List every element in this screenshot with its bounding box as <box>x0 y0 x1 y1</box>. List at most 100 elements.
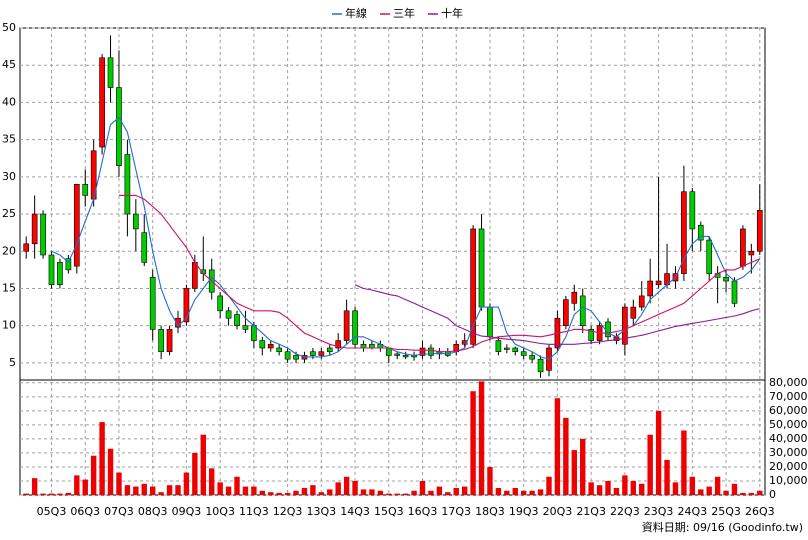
volume-bar <box>276 492 282 495</box>
volume-bar <box>284 492 291 495</box>
candle-body <box>183 288 190 323</box>
volume-bar <box>107 448 114 495</box>
candle-body <box>503 347 510 350</box>
candle-body <box>141 232 148 263</box>
volume-bar <box>133 486 139 495</box>
volume-bar <box>217 482 223 495</box>
volume-bar <box>655 410 662 495</box>
volume-bar <box>116 472 122 495</box>
candle-body <box>630 306 637 319</box>
x-tick-label: 05Q3 <box>37 505 67 518</box>
candle-body <box>225 310 232 319</box>
candle-body <box>605 321 611 338</box>
candle-body <box>259 340 266 349</box>
y2-tick-label: 70,000 <box>769 390 808 403</box>
y2-tick-label: 0 <box>769 488 776 501</box>
candle-body <box>689 191 696 230</box>
x-tick-label: 25Q3 <box>711 505 741 518</box>
x-tick-label: 17Q3 <box>441 505 471 518</box>
candle-body <box>175 317 181 328</box>
candle-body <box>335 340 342 349</box>
volume-bar <box>504 490 510 495</box>
x-tick-label: 12Q3 <box>273 505 303 518</box>
volume-bar <box>335 482 341 495</box>
candle-body <box>470 228 476 345</box>
volume-bar <box>192 452 198 495</box>
candle-body <box>276 347 282 353</box>
volume-bar <box>723 490 729 495</box>
candle-body <box>65 258 72 271</box>
y2-tick-label: 80,000 <box>769 376 808 389</box>
volume-bar <box>529 490 535 495</box>
candle-body <box>234 314 240 326</box>
y2-tick-label: 40,000 <box>769 432 808 445</box>
candle-body <box>242 325 249 330</box>
volume-bar <box>65 492 72 495</box>
y-tick-label: 25 <box>2 207 16 220</box>
volume-bar <box>225 486 232 495</box>
legend-label: 十年 <box>441 6 463 20</box>
volume-bar <box>672 482 679 495</box>
volume-bar <box>605 480 611 495</box>
y-tick-label: 45 <box>2 58 16 71</box>
candle-body <box>326 347 333 353</box>
volume-bar <box>731 483 738 495</box>
candle-body <box>706 239 713 274</box>
candle-body <box>124 154 131 215</box>
volume-bar <box>200 434 206 495</box>
x-tick-label: 06Q3 <box>70 505 100 518</box>
x-tick-label: 18Q3 <box>475 505 505 518</box>
candle-body <box>697 224 704 241</box>
volume-bar <box>242 486 249 495</box>
candle-body <box>133 213 139 230</box>
candle-body <box>343 310 350 341</box>
volume-bar <box>546 476 552 495</box>
candle-body <box>748 250 755 256</box>
candle-body <box>495 340 502 353</box>
volume-bar <box>40 493 46 495</box>
x-tick-label: 23Q3 <box>644 505 674 518</box>
candle-body <box>512 347 519 353</box>
volume-bar <box>343 476 350 495</box>
x-tick-label: 10Q3 <box>205 505 235 518</box>
volume-bar <box>461 486 468 495</box>
x-tick-label: 26Q3 <box>745 505 775 518</box>
candle-body <box>99 57 105 148</box>
volume-bar <box>48 493 55 495</box>
volume-bar <box>588 482 594 495</box>
footnote: 資料日期: 09/16 (Goodinfo.tw) <box>642 520 803 534</box>
candle-body <box>723 277 729 282</box>
candle-body <box>571 291 578 304</box>
candle-body <box>149 277 156 330</box>
volume-bar <box>74 475 80 495</box>
x-tick-label: 20Q3 <box>543 505 573 518</box>
candle-body <box>520 351 527 356</box>
candle-body <box>192 262 198 289</box>
candle-body <box>48 254 55 286</box>
volume-bar <box>714 476 721 495</box>
volume-bar <box>23 493 29 495</box>
candle-body <box>529 355 535 360</box>
candle-body <box>293 355 299 360</box>
volume-bar <box>757 490 763 495</box>
ma-line <box>51 116 761 360</box>
volume-bar <box>327 489 333 495</box>
candle-body <box>740 228 746 267</box>
volume-bar <box>124 485 131 495</box>
volume-bar <box>234 476 240 495</box>
x-tick-label: 16Q3 <box>408 505 438 518</box>
candle-body <box>478 228 485 308</box>
volume-bar <box>706 486 712 495</box>
candle-body <box>318 351 325 356</box>
candle-body <box>267 343 274 349</box>
x-tick-label: 13Q3 <box>307 505 337 518</box>
volume-bar <box>259 490 266 495</box>
volume-bar <box>158 492 164 495</box>
y-tick-label: 15 <box>2 281 16 294</box>
y-tick-label: 20 <box>2 244 16 257</box>
volume-bar <box>377 490 384 495</box>
y-tick-label: 10 <box>2 319 16 332</box>
volume-bar <box>318 492 325 495</box>
volume-bar <box>82 479 88 495</box>
